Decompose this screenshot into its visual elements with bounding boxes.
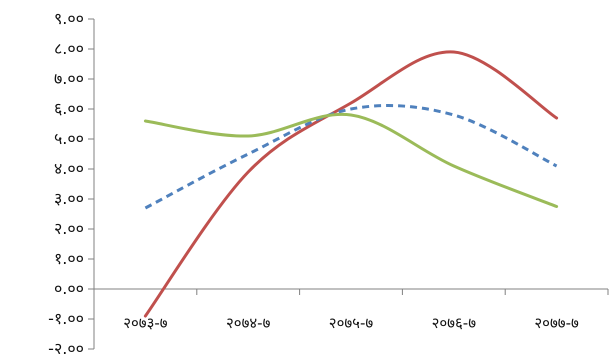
y-tick-label: ४.००: [54, 159, 84, 178]
series-line-2: [144, 104, 558, 210]
y-tick-label: ३.००: [54, 189, 84, 208]
y-tick-label: ७.००: [54, 69, 84, 88]
y-tick-label: १.००: [54, 249, 84, 268]
y-tick-label: ५.००: [54, 129, 84, 148]
chart-series: [143, 50, 559, 318]
y-tick-label: ६.००: [54, 99, 84, 118]
y-tick-label: ९.००: [54, 9, 84, 28]
x-tick-label: २०७६-७: [432, 314, 477, 332]
chart-axes: [88, 18, 609, 350]
series-line-1: [143, 50, 559, 318]
x-tick-label: २०७७-७: [534, 314, 579, 332]
x-tick-label: २०७४-७: [226, 314, 271, 332]
y-tick-label: -२.००: [48, 339, 84, 354]
series-line-3: [143, 112, 559, 208]
x-tick-label: २०७३-७: [123, 314, 168, 332]
x-tick-label: २०७५-७: [329, 314, 374, 332]
y-tick-label: ०.००: [54, 279, 84, 298]
y-tick-label: २.००: [54, 219, 84, 238]
chart-tick-labels: -२.०० -१.०० ०.०० १.०० २.०० ३.०० ४.०० ५.०० ६.०० ७.…: [48, 9, 579, 354]
y-tick-label: -१.००: [48, 309, 84, 328]
y-tick-label: ८.००: [54, 39, 84, 58]
